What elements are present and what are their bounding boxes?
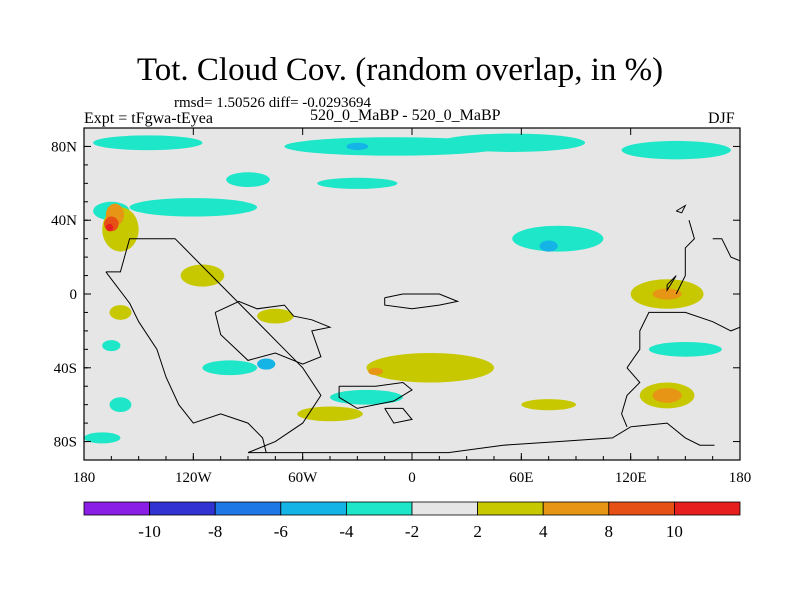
colorbar: -10 -8 -6 -4 -2 2 4 8 10 [83,501,741,541]
colorbar-label-5: 2 [473,522,482,541]
coastline-7 [626,311,740,369]
colorbar-box-4 [345,501,413,516]
case-label: 520_0_MaBP - 520_0_MaBP [310,107,501,124]
contour-region-30 [368,367,383,376]
season-label: DJF [708,110,735,127]
contour-region-29 [652,388,682,403]
contour-region-14 [330,389,403,405]
colorbar-box-8 [608,501,675,516]
colorbar-box-9 [674,501,741,516]
contour-region-5 [129,198,258,217]
contour-region-27 [109,305,132,320]
contour-region-33 [105,223,114,232]
colorbar-box-2 [214,501,282,516]
experiment-label: Expt = tFgwa-tEyea [84,110,213,127]
contour-region-10 [226,172,270,188]
coastline-5 [384,407,413,424]
colorbar-label-2: -6 [274,522,288,541]
colorbar-box-3 [280,501,347,516]
coastline-11 [675,204,687,214]
contour-region-19 [384,362,440,381]
colorbar-box-0 [83,501,150,516]
chart-title: Tot. Cloud Cov. (random overlap, in %) [136,52,664,88]
contour-region-28 [652,288,682,300]
colorbar-box-7 [542,501,610,516]
contour-region-1 [93,135,203,151]
coastline-3 [384,293,460,310]
x-tick-label-5: 120E [615,470,647,486]
x-tick-label-6: 180 [729,470,752,486]
colorbar-label-0: -10 [138,522,161,541]
colorbar-label-4: -2 [405,522,419,541]
contour-region-15 [84,432,121,444]
x-tick-label-2: 60W [288,470,318,486]
x-tick-label-1: 120W [175,470,213,486]
y-tick-label-0: 80N [51,139,77,155]
axis-ticks: 180 120W 60W 0 60E 120E 180 80N 40N 0 40S 80S [51,127,752,486]
colorbar-label-7: 8 [605,522,614,541]
contour-regions [84,133,731,444]
contour-region-8 [539,240,558,252]
contour-region-22 [180,264,225,287]
y-tick-label-2: 0 [70,287,78,303]
coastline-1 [105,271,267,453]
x-tick-label-3: 0 [408,470,416,486]
contour-region-26 [297,406,363,422]
coastline-6 [248,422,715,454]
contour-region-17 [109,397,132,413]
colorbar-label-3: -4 [339,522,354,541]
colorbar-box-1 [149,501,216,516]
coastline-4 [338,381,413,409]
contour-region-12 [202,360,258,376]
colorbar-box-6 [477,501,544,516]
y-tick-label-3: 40S [54,361,77,377]
x-tick-label-4: 60E [509,470,533,486]
coastlines [105,204,740,454]
y-tick-label-4: 80S [54,435,77,451]
colorbar-label-1: -8 [208,522,222,541]
coastline-9 [675,220,695,295]
colorbar-box-5 [411,501,478,516]
colorbar-label-6: 4 [539,522,548,541]
contour-region-7 [512,225,604,252]
contour-region-9 [317,177,398,189]
contour-region-16 [648,341,722,357]
stats-line: rmsd= 1.50526 diff= -0.0293694 [174,95,372,111]
colorbar-label-8: 10 [666,522,683,541]
contour-region-11 [102,340,121,352]
coastline-12 [712,238,740,262]
coastline-10 [666,275,677,293]
contour-region-13 [257,358,276,370]
coastline-2 [214,300,332,365]
contour-region-24 [257,308,294,324]
y-tick-label-1: 40N [51,213,77,229]
contour-region-2 [439,133,586,152]
x-tick-label-0: 180 [73,470,96,486]
contour-region-25 [521,399,577,411]
contour-region-4 [346,142,369,151]
coastline-0 [105,238,322,454]
contour-region-3 [621,140,731,160]
coastline-8 [621,367,641,427]
